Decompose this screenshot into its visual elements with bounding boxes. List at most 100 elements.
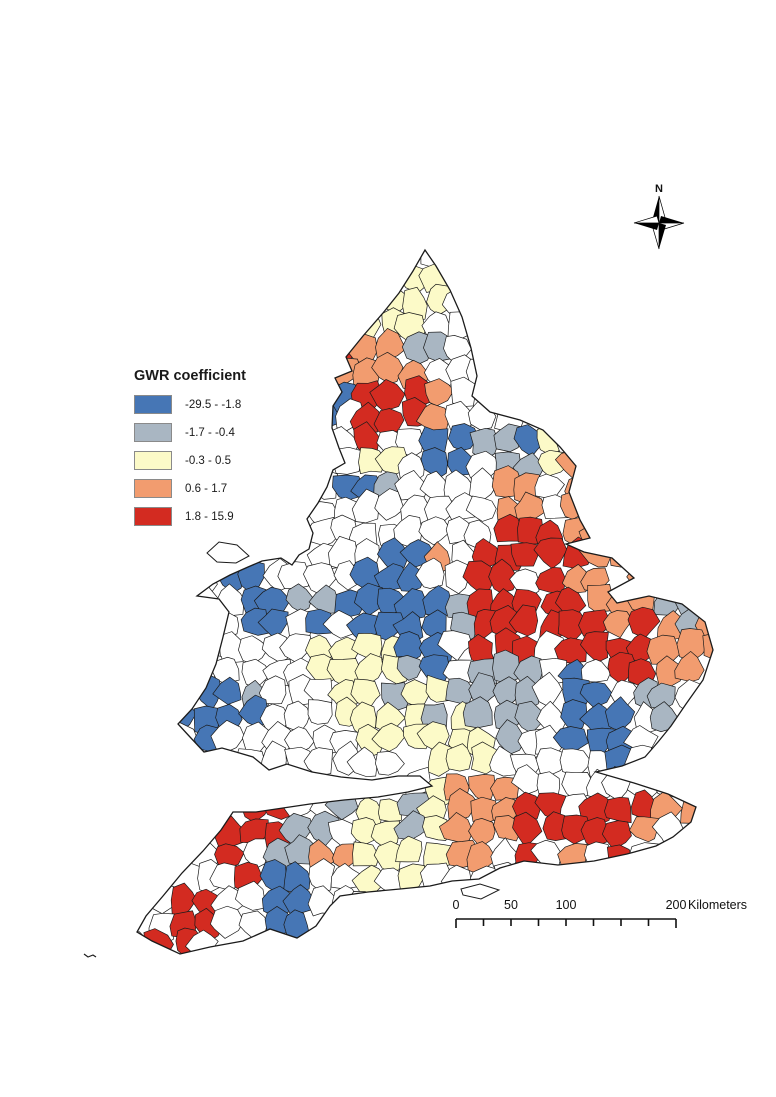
district-cell (395, 835, 423, 863)
district-cell (285, 583, 313, 613)
district-cell (350, 678, 381, 711)
legend-item: -0.3 - 0.5 (134, 450, 246, 471)
district-cell (209, 748, 240, 780)
legend-label: 0.6 - 1.7 (185, 482, 228, 495)
district-cell (166, 675, 198, 712)
district-cell (628, 816, 661, 843)
scale-tick-label: 50 (504, 898, 518, 912)
district-cell (609, 537, 636, 568)
scale-bar: 0 50 100 200 Kilometers (453, 898, 747, 928)
district-cell (375, 751, 405, 776)
district-cell (331, 446, 362, 475)
district-cell (495, 719, 527, 755)
district-cell (557, 609, 587, 642)
legend-swatch (134, 507, 172, 526)
scale-tick-label: 0 (453, 898, 460, 912)
north-arrow-blade (634, 223, 659, 230)
legend-item: -1.7 - -0.4 (134, 422, 246, 443)
coastline (136, 248, 714, 955)
district-cell (602, 610, 633, 639)
district-cell (644, 563, 679, 593)
district-cell (332, 843, 357, 871)
district-cell (514, 700, 549, 734)
district-cell (371, 722, 407, 752)
scale-tick-label: 200 (666, 898, 687, 912)
district-cell (654, 766, 685, 799)
legend-label: 1.8 - 15.9 (185, 510, 234, 523)
scale-line (455, 918, 677, 928)
district-cell (579, 867, 610, 895)
district-cell (462, 696, 493, 729)
legend-swatch (134, 479, 172, 498)
legend-label: -1.7 - -0.4 (185, 426, 235, 439)
district-cell (627, 606, 661, 639)
district-cell (509, 865, 541, 891)
district-cell (277, 561, 310, 589)
district-cell (447, 787, 479, 820)
district-cell (531, 671, 563, 708)
district-cell (302, 427, 336, 457)
district-cell (670, 767, 705, 795)
district-cell (358, 447, 386, 475)
legend-item: 0.6 - 1.7 (134, 478, 246, 499)
district-cell (238, 635, 270, 665)
district-cell (674, 565, 702, 597)
district-cell (696, 583, 713, 611)
district-cell (488, 558, 519, 594)
district-cell (601, 820, 632, 850)
district-cell (190, 610, 224, 638)
district-cell (490, 776, 519, 801)
district-cell (283, 700, 311, 733)
district-cell (191, 630, 220, 664)
district-cell (424, 378, 455, 407)
district-cell (511, 764, 546, 795)
legend-label: -29.5 - -1.8 (185, 398, 242, 411)
district-cell (346, 746, 378, 778)
district-cell (607, 651, 639, 685)
district-cell (437, 630, 473, 662)
district-cell (322, 609, 359, 639)
district-cell (420, 250, 450, 268)
district-cell (445, 743, 473, 772)
legend-swatch (134, 423, 172, 442)
district-cell (279, 633, 312, 664)
scale-tick-label: 100 (556, 898, 577, 912)
legend-item: 1.8 - 15.9 (134, 506, 246, 527)
isle-of-wight (460, 883, 501, 900)
district-cell (508, 604, 539, 637)
north-arrow-blade (633, 215, 660, 224)
map-layers (83, 248, 714, 958)
district-cell (656, 610, 686, 641)
district-cell (372, 263, 403, 296)
legend-item: -29.5 - -1.8 (134, 394, 246, 415)
district-cell (345, 891, 377, 921)
district-cell (420, 447, 448, 479)
district-cell (212, 676, 242, 705)
district-cell (655, 655, 684, 687)
district-cell (444, 559, 470, 595)
district-cell (533, 537, 568, 570)
district-cell (308, 584, 339, 614)
district-cell (450, 376, 482, 408)
district-cell (604, 696, 636, 733)
district-cell (579, 681, 613, 709)
district-cell (676, 628, 710, 662)
district-cell (447, 423, 479, 451)
district-cell (510, 542, 540, 567)
legend-label: -0.3 - 0.5 (185, 454, 232, 467)
district-cell (300, 443, 332, 477)
district-cell (396, 655, 424, 681)
district-cell (308, 358, 338, 391)
district-cell (165, 586, 198, 621)
district-cell (396, 561, 426, 592)
district-cell (495, 378, 525, 408)
district-cell (242, 838, 268, 869)
district-cell (350, 817, 378, 846)
district-cell (579, 631, 609, 663)
district-cell (307, 699, 333, 725)
district-cell (554, 637, 587, 664)
district-cell (369, 378, 406, 412)
north-arrow: N (633, 183, 685, 250)
district-cell (465, 495, 497, 522)
